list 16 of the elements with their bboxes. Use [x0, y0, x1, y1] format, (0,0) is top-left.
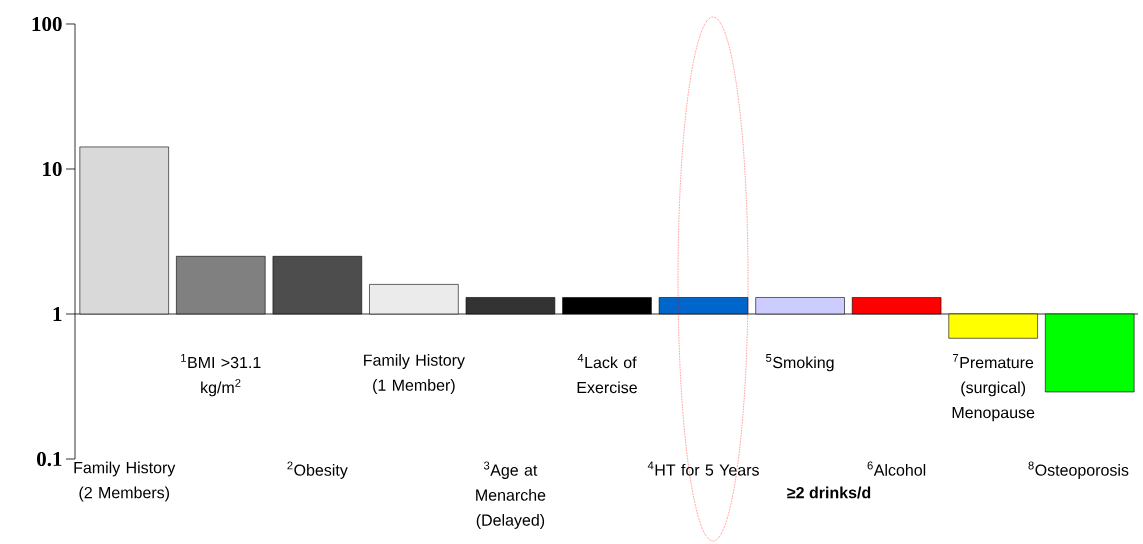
y-tick-label: 10 [43, 161, 62, 177]
x-tick-label: $^{1}$BMI >31.1 kg/m$^{2}$ [181, 354, 261, 397]
y-tick-label: 0.1 [37, 451, 62, 467]
x-tick-label: Family History (1 Member) [364, 354, 465, 394]
x-tick-label: $^{6}$Alcohol [867, 461, 926, 476]
y-tick-label: 1 [53, 307, 62, 321]
x-tick-label: $^{7}$Premature (surgical) Menopause [952, 354, 1035, 422]
x-tick-label: $^{4}$Lack of Exercise [577, 354, 637, 394]
x-tick-label: $^{3}$Age at Menarche (Delayed) [476, 461, 546, 529]
x-tick-label: $^{4}$HT for 5 Years [647, 461, 759, 476]
text: ≥2 drinks/d [787, 486, 871, 499]
x-tick-label: Family History (2 Members) [74, 461, 176, 502]
x-tick-label: $^{2}$Obesity [287, 461, 348, 479]
x-tick-label: $^{5}$Smoking [766, 354, 834, 372]
y-tick-label: 100 [32, 16, 62, 32]
x-tick-label: $^{8}$Osteoporosis [1028, 461, 1129, 479]
